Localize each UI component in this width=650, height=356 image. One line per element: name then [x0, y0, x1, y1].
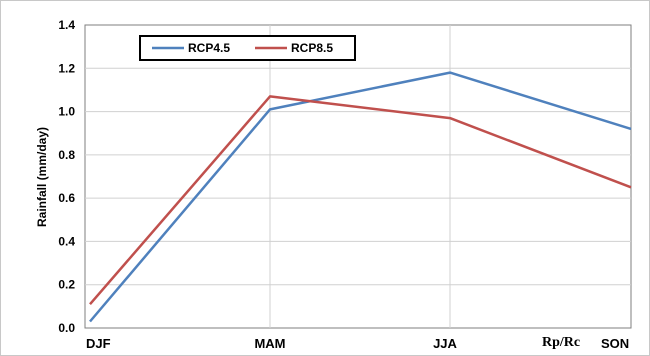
legend: RCP4.5 RCP8.5 — [139, 35, 356, 61]
plot-area — [84, 24, 632, 329]
y-tick-label: 0.4 — [58, 234, 75, 248]
series-line-rcp85 — [89, 95, 632, 306]
annotation-label: Rp/Rc — [542, 335, 580, 350]
y-tick-label: 0.8 — [58, 148, 75, 162]
y-axis-ticks: 0.0 0.2 0.4 0.6 0.8 1.0 1.2 1.4 — [58, 18, 75, 335]
y-tick-label: 0.0 — [58, 321, 75, 335]
y-tick-label: 1.0 — [58, 105, 75, 119]
x-tick-label: DJF — [86, 336, 111, 351]
y-tick-label: 0.6 — [58, 191, 75, 205]
series-lines — [89, 71, 632, 323]
legend-entry-rcp45: RCP4.5 — [188, 41, 230, 55]
gridlines — [85, 25, 631, 328]
y-tick-label: 1.4 — [58, 18, 75, 32]
legend-entry-rcp85: RCP8.5 — [291, 41, 333, 55]
x-tick-label: MAM — [254, 336, 285, 351]
y-tick-label: 1.2 — [58, 61, 75, 75]
x-tick-label: SON — [601, 336, 629, 351]
y-tick-label: 0.2 — [58, 278, 75, 292]
x-tick-label: JJA — [433, 336, 457, 351]
y-axis-label: Rainfall (mm/day) — [35, 127, 49, 227]
x-axis-ticks: DJF MAM JJA SON — [86, 336, 629, 351]
series-line-rcp45 — [89, 71, 632, 323]
